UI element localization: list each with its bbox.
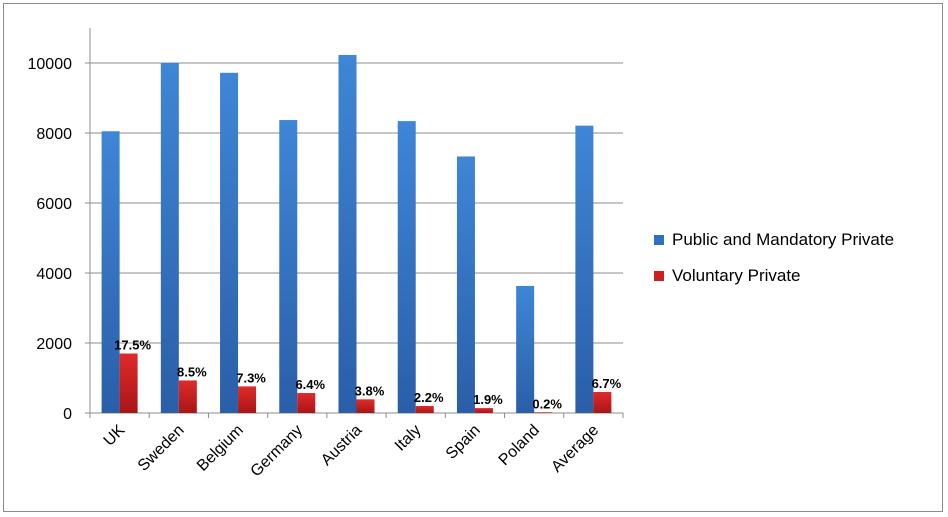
bar-voluntary [119, 353, 138, 413]
bar-public [397, 121, 416, 413]
data-label: 2.2% [414, 390, 444, 405]
data-label: 0.2% [532, 396, 562, 411]
legend-swatch-voluntary [654, 271, 664, 281]
bar-voluntary [356, 399, 375, 413]
bars [101, 54, 612, 414]
bar-voluntary [474, 408, 493, 413]
data-label: 7.3% [236, 370, 266, 385]
data-label: 17.5% [114, 338, 151, 353]
x-tick-label: Italy [392, 422, 425, 455]
data-label: 1.9% [473, 392, 503, 407]
bar-voluntary [415, 406, 434, 413]
bar-public [279, 120, 298, 414]
bar-voluntary [534, 412, 553, 413]
bar-voluntary [238, 386, 257, 413]
y-tick-label: 4000 [36, 266, 72, 283]
x-tick-labels: UK Sweden Belgium Germany Austria Italy Spain P… [101, 422, 603, 481]
bar-public [575, 125, 594, 414]
bar-voluntary [593, 392, 612, 413]
y-tick-labels: 0 2000 4000 6000 8000 10000 [28, 56, 73, 423]
data-label: 8.5% [177, 364, 207, 379]
bar-public [101, 131, 120, 413]
legend-swatch-public [654, 235, 664, 245]
x-tick-label: Spain [443, 422, 484, 463]
y-tick-label: 0 [63, 406, 72, 423]
y-tick-label: 8000 [36, 126, 72, 143]
x-tick-label: Austria [318, 422, 365, 469]
y-tick-label: 6000 [36, 196, 72, 213]
data-label: 6.7% [592, 376, 622, 391]
bar-public [220, 72, 239, 414]
bar-voluntary [297, 393, 316, 413]
legend-item-public: Public and Mandatory Private [654, 228, 894, 252]
x-tick-label: Sweden [135, 422, 188, 475]
bar-public [338, 54, 357, 413]
x-tick-label: UK [101, 422, 129, 450]
legend-label-public: Public and Mandatory Private [672, 230, 895, 249]
bar-public [456, 156, 475, 413]
y-tick-label: 10000 [28, 56, 73, 73]
legend-label-voluntary: Voluntary Private [672, 266, 801, 285]
y-tick-label: 2000 [36, 336, 72, 353]
x-tick-label: Belgium [194, 422, 247, 475]
x-tick-label: Average [548, 422, 602, 476]
data-label: 3.8% [355, 383, 385, 398]
x-tick-label: Poland [496, 422, 543, 469]
legend: Public and Mandatory Private Voluntary P… [654, 228, 894, 300]
data-label: 6.4% [295, 377, 325, 392]
bar-voluntary [178, 380, 197, 413]
x-tick-label: Germany [248, 422, 307, 481]
bar-public [160, 63, 179, 413]
data-labels: 17.5% 8.5% 7.3% 6.4% 3.8% 2.2% 1.9% 0.2% 6.7% [114, 338, 621, 412]
legend-item-voluntary: Voluntary Private [654, 264, 894, 288]
bar-public [516, 285, 535, 413]
